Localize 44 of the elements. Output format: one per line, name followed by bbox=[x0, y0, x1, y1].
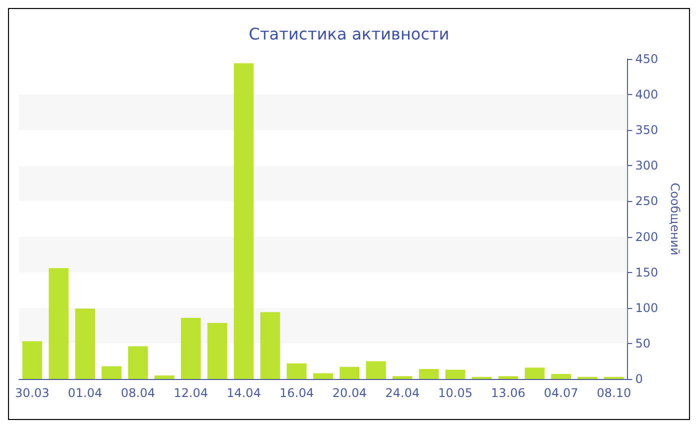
bar bbox=[234, 63, 254, 379]
bar bbox=[180, 318, 201, 379]
y-tick-label: 150 bbox=[635, 265, 658, 280]
bar bbox=[48, 268, 69, 379]
chart-title: Статистика активности bbox=[248, 24, 450, 44]
y-tick-label: 200 bbox=[635, 230, 658, 244]
x-tick-label: 16.04 bbox=[279, 386, 314, 400]
y-tick-label: 450 bbox=[635, 52, 658, 66]
x-tick-label: 24.04 bbox=[385, 386, 420, 400]
bar bbox=[22, 341, 42, 379]
y-tick-label: 350 bbox=[635, 123, 658, 138]
y-tick-label: 100 bbox=[635, 300, 658, 315]
y-tick-label: 300 bbox=[635, 158, 658, 173]
x-tick-label: 20.04 bbox=[332, 386, 367, 400]
bar bbox=[207, 322, 228, 379]
bar bbox=[524, 368, 545, 379]
bar bbox=[75, 308, 96, 379]
bar bbox=[286, 363, 307, 379]
bar bbox=[102, 366, 122, 379]
x-tick-label: 13.06 bbox=[491, 386, 526, 400]
bar bbox=[445, 370, 466, 379]
bar bbox=[154, 375, 174, 379]
y-tick-label: 400 bbox=[635, 88, 658, 102]
bar bbox=[366, 361, 386, 379]
bar bbox=[128, 346, 148, 379]
bar bbox=[498, 376, 518, 379]
bar bbox=[340, 366, 360, 379]
x-tick-label: 08.10 bbox=[596, 386, 632, 400]
x-tick-label: 30.03 bbox=[15, 386, 50, 400]
y-tick-label: 250 bbox=[635, 194, 658, 208]
x-tick-label: 10.05 bbox=[438, 386, 472, 400]
x-tick-label: 01.04 bbox=[68, 386, 102, 400]
bar bbox=[313, 373, 334, 379]
x-tick-label: 04.07 bbox=[544, 386, 578, 400]
x-tick-label: 08.04 bbox=[120, 386, 156, 400]
bar bbox=[392, 376, 412, 379]
y-axis-title: Сообщений bbox=[668, 182, 682, 256]
y-tick-label: 50 bbox=[635, 336, 650, 350]
bar bbox=[551, 374, 572, 379]
y-tick-label: 0 bbox=[635, 372, 643, 386]
x-tick-label: 12.04 bbox=[174, 386, 208, 400]
bar bbox=[260, 312, 280, 379]
x-tick-label: 14.04 bbox=[226, 386, 261, 400]
bar bbox=[418, 369, 439, 379]
